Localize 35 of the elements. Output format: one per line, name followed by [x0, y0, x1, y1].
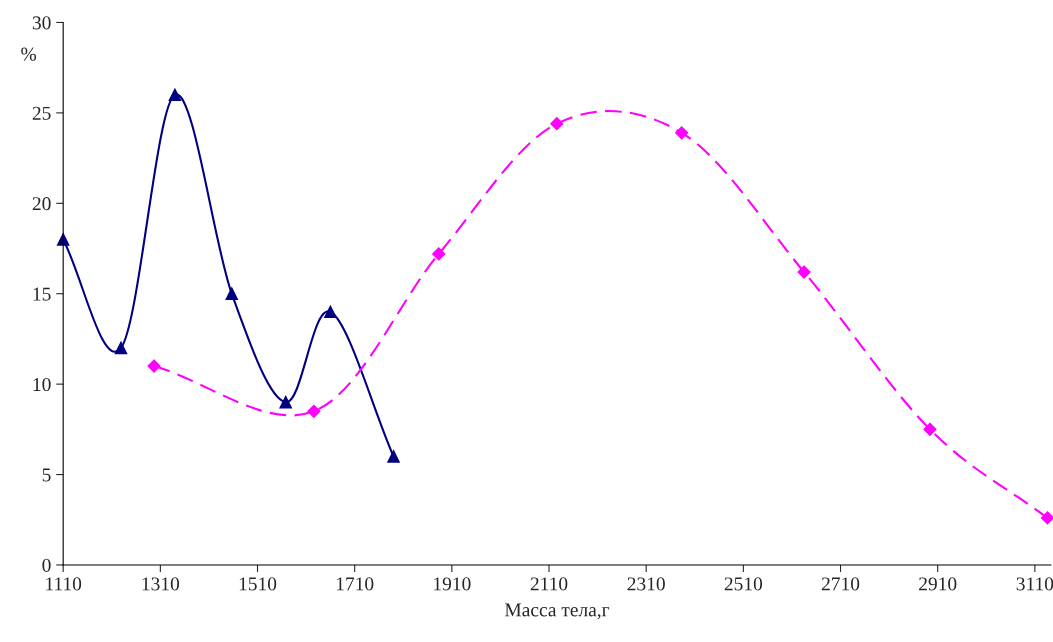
point — [1040, 511, 1053, 525]
point — [387, 450, 400, 463]
point — [114, 341, 128, 355]
point — [923, 422, 937, 436]
x-axis-title: Масса тела,г — [504, 603, 610, 620]
y-tick-label: 30 — [32, 16, 51, 30]
x-tick-label: 2310 — [627, 577, 665, 591]
point — [56, 233, 70, 246]
x-tick-label: 1110 — [46, 577, 82, 591]
x-tick-label: 2710 — [821, 577, 860, 591]
point — [168, 88, 182, 102]
x-tick-label: 1910 — [434, 577, 471, 591]
x-tick-label: 2110 — [530, 577, 568, 591]
x-tick-label: 3110 — [1016, 577, 1053, 591]
y-tick-label: 5 — [42, 468, 51, 482]
point — [279, 395, 292, 409]
y-tick-label: 10 — [33, 377, 51, 392]
y-tick-label: 15 — [33, 287, 51, 301]
point — [432, 247, 446, 261]
x-tick-label: 1310 — [142, 577, 180, 591]
point — [550, 117, 564, 131]
point — [307, 404, 321, 418]
y-tick-label: 0 — [42, 558, 51, 572]
x-tick-label: 1710 — [336, 577, 374, 591]
point — [147, 359, 161, 373]
x-tick-label: 2910 — [919, 577, 957, 591]
y-tick-label: 20 — [32, 197, 51, 211]
y-axis-title: % — [21, 47, 37, 61]
x-tick-label: 1510 — [239, 577, 277, 591]
x-tick-label: 2510 — [724, 577, 763, 591]
point — [797, 265, 811, 279]
point — [225, 287, 239, 300]
y-tick-label: 25 — [32, 106, 51, 120]
point — [675, 126, 689, 140]
point — [324, 305, 337, 319]
